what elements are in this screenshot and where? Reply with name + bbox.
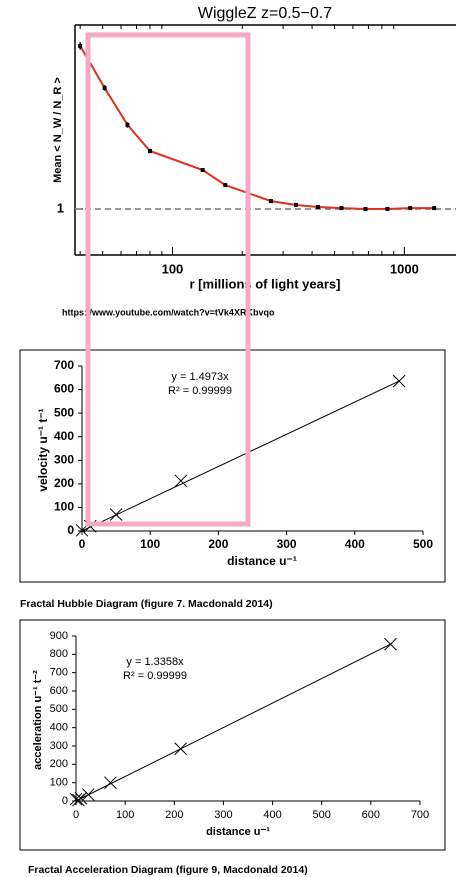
data-point [384, 637, 397, 651]
x-tick-label: 500 [413, 537, 433, 551]
marker-part [315, 204, 320, 209]
marker-part [223, 183, 228, 188]
x-tick-label: 100 [140, 537, 160, 551]
data-point [74, 791, 88, 805]
y-tick-label: 1 [57, 200, 64, 215]
data-point [392, 374, 406, 388]
data-point [363, 207, 368, 211]
trend-line [75, 643, 391, 802]
marker-part [432, 206, 437, 211]
marker-part [363, 207, 368, 211]
annotation: R² = 0.99999 [123, 670, 187, 682]
y-tick-label: 700 [54, 358, 74, 372]
y-tick-label: 100 [50, 777, 68, 789]
y-tick-label: 500 [50, 703, 68, 715]
data-point [69, 792, 83, 806]
x-tick-label: 300 [277, 537, 297, 551]
marker-part [102, 85, 107, 90]
y-tick-label: 300 [54, 452, 74, 466]
data-point [339, 206, 344, 211]
y-tick-label: 800 [50, 648, 68, 660]
y-tick-label: 700 [50, 667, 68, 679]
caption: Fractal Acceleration Diagram (figure 9, … [28, 864, 308, 876]
data-point [78, 42, 83, 50]
x-axis-label: distance u⁻¹ [206, 826, 270, 838]
x-tick-label: 100 [116, 809, 134, 821]
data-point [109, 508, 123, 521]
marker-part [125, 122, 130, 127]
x-tick-label: 0 [79, 537, 86, 551]
data-point [408, 206, 413, 211]
x-tick-label: 200 [165, 809, 183, 821]
chart-frame [19, 349, 446, 583]
x-axis-label: distance u⁻¹ [227, 554, 297, 568]
y-tick-label: 400 [50, 722, 68, 734]
y-tick-label: 400 [54, 429, 74, 443]
data-point [268, 199, 273, 204]
x-tick-label: 500 [313, 809, 331, 821]
marker-part [268, 199, 273, 204]
y-axis-label: velocity u⁻¹ t⁻¹ [36, 408, 50, 491]
marker-part [293, 202, 298, 207]
marker-part [385, 207, 390, 211]
trend-line [81, 380, 400, 532]
x-tick-label: 600 [362, 809, 380, 821]
data-point [174, 742, 188, 756]
x-tick-label: 0 [73, 809, 79, 821]
x-tick-label: 400 [345, 537, 365, 551]
x-tick-label: 1000 [390, 261, 419, 276]
y-tick-label: 600 [50, 685, 68, 697]
marker-part [200, 167, 205, 172]
annotation: y = 1.3358x [126, 656, 184, 668]
marker-part [408, 206, 413, 211]
y-tick-label: 0 [62, 795, 68, 807]
marker-part [147, 149, 152, 154]
y-tick-label: 200 [50, 758, 68, 770]
annotation: y = 1.4973x [171, 371, 229, 383]
y-tick-label: 200 [54, 476, 74, 490]
data-point [293, 202, 298, 207]
x-axis-label: r [millions of light years] [190, 276, 341, 291]
data-point [174, 474, 188, 488]
annotation: R² = 0.99999 [168, 385, 232, 397]
data-point [147, 148, 152, 154]
x-tick-label: 100 [162, 261, 184, 276]
x-tick-label: 700 [411, 809, 429, 821]
highlight-box [85, 32, 251, 527]
y-axis-label: acceleration u⁻¹ t⁻² [32, 670, 44, 770]
data-point [385, 207, 390, 211]
marker-part [339, 206, 344, 211]
y-tick-label: 300 [50, 740, 68, 752]
data-point [104, 776, 117, 790]
chart-title: WiggleZ z=0.5−0.7 [198, 5, 332, 22]
y-tick-label: 0 [67, 523, 74, 537]
data-point [315, 204, 320, 209]
y-axis-label: Mean < N_W / N_R > [52, 77, 64, 183]
data-point [125, 122, 130, 128]
x-tick-label: 400 [263, 809, 281, 821]
chart-frame [19, 619, 446, 851]
y-tick-label: 100 [54, 500, 74, 514]
fit-line [79, 45, 435, 210]
data-point [102, 85, 107, 91]
data-point [81, 788, 95, 801]
y-tick-label: 900 [50, 630, 68, 642]
source-url: https://www.youtube.com/watch?v=tVk4XRKb… [62, 307, 275, 317]
y-tick-label: 500 [54, 405, 74, 419]
marker-part [78, 43, 83, 48]
data-point [223, 183, 228, 188]
data-point [200, 167, 205, 172]
x-tick-label: 300 [214, 809, 232, 821]
caption: Fractal Hubble Diagram (figure 7. Macdon… [20, 598, 273, 610]
y-tick-label: 600 [54, 382, 74, 396]
data-point [432, 206, 437, 211]
x-tick-label: 200 [208, 537, 228, 551]
